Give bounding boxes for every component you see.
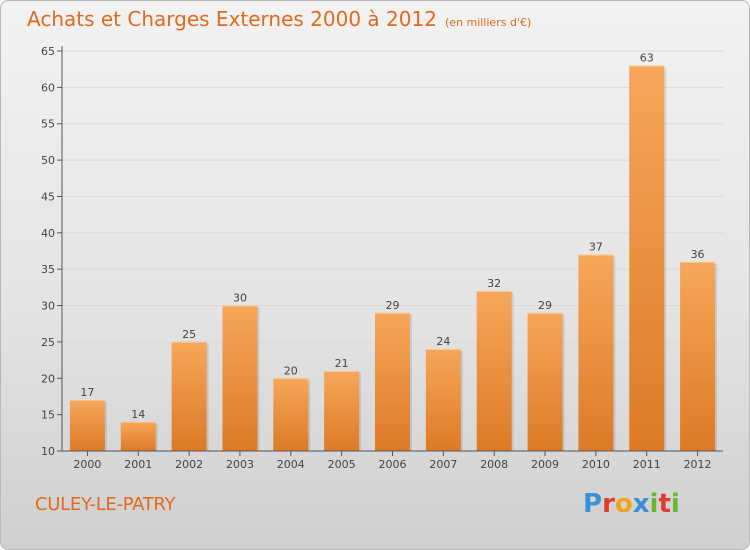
bar-value-label: 30 [233, 292, 247, 305]
x-tick-label: 2003 [226, 458, 254, 471]
labels: 10 15 20 25 30 35 40 45 50 55 60 65 17 2000 14 2001 25 20… [41, 45, 712, 471]
bar [375, 312, 410, 451]
bar-value-label: 63 [640, 52, 654, 65]
x-tick-label: 2006 [379, 458, 407, 471]
bar-value-label: 37 [589, 241, 603, 254]
bar-value-label: 17 [80, 386, 94, 399]
bar-value-label: 32 [487, 277, 501, 290]
y-tick-label: 60 [41, 81, 55, 94]
x-tick-label: 2000 [73, 458, 101, 471]
bar [69, 400, 105, 451]
logo-letter: t [658, 489, 671, 519]
x-tick-label: 2001 [124, 458, 152, 471]
bar [680, 261, 716, 451]
x-tick-label: 2012 [684, 458, 712, 471]
bar [222, 305, 258, 451]
bar [324, 371, 360, 451]
bars [69, 65, 718, 451]
bar-value-label: 36 [691, 248, 705, 261]
x-tick-label: 2010 [582, 458, 610, 471]
bar-value-label: 20 [284, 364, 298, 377]
logo-letter: i [670, 489, 680, 519]
y-tick-label: 45 [41, 190, 55, 203]
x-tick-label: 2005 [328, 458, 356, 471]
x-tick-label: 2004 [277, 458, 305, 471]
y-tick-label: 20 [41, 372, 55, 385]
logo-letter: r [602, 489, 615, 519]
y-tick-label: 55 [41, 118, 55, 131]
logo-letter: o [614, 489, 633, 519]
bar [578, 254, 614, 451]
x-tick-label: 2007 [429, 458, 457, 471]
bar [629, 65, 665, 451]
bar-value-label: 14 [131, 408, 145, 421]
x-tick-label: 2009 [531, 458, 559, 471]
bar-value-label: 29 [538, 299, 552, 312]
bar [120, 421, 156, 451]
logo-letter: P [583, 489, 603, 519]
x-tick-label: 2008 [480, 458, 508, 471]
chart-title: Achats et Charges Externes 2000 à 2012 [27, 7, 437, 31]
logo-letter: i [649, 489, 659, 519]
proxiti-logo: Proxiti [583, 489, 680, 519]
bar [171, 341, 207, 451]
bar [527, 312, 563, 451]
y-tick-label: 40 [41, 227, 55, 240]
commune-name: CULEY-LE-PATRY [35, 494, 176, 515]
x-tick-label: 2011 [633, 458, 661, 471]
bar-value-label: 21 [335, 357, 349, 370]
chart-title-block: Achats et Charges Externes 2000 à 2012 (e… [27, 7, 531, 31]
x-tick-label: 2002 [175, 458, 203, 471]
bar [476, 291, 512, 451]
bar [273, 378, 309, 451]
bar-value-label: 24 [436, 335, 450, 348]
bar [425, 349, 461, 451]
y-tick-label: 15 [41, 409, 55, 422]
axes [57, 46, 723, 456]
y-tick-label: 50 [41, 154, 55, 167]
y-tick-label: 30 [41, 300, 55, 313]
y-tick-label: 65 [41, 45, 55, 58]
bar-value-label: 25 [182, 328, 196, 341]
y-tick-label: 35 [41, 263, 55, 276]
chart-subtitle: (en milliers d'€) [444, 16, 532, 29]
y-tick-label: 10 [41, 445, 55, 458]
logo-letter: x [632, 489, 650, 519]
bar-value-label: 29 [386, 299, 400, 312]
y-tick-label: 25 [41, 336, 55, 349]
